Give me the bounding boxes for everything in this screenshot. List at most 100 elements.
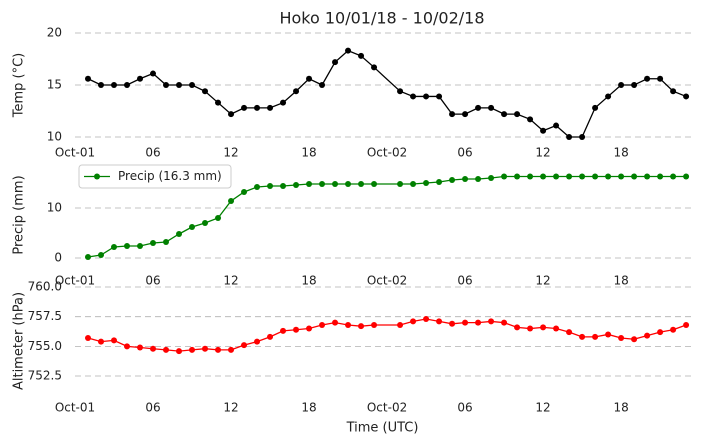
data-point: [319, 321, 326, 328]
data-point: [475, 319, 482, 326]
data-point: [514, 173, 521, 180]
data-point: [293, 182, 300, 188]
data-point: [98, 338, 105, 345]
data-point: [683, 93, 690, 100]
x-tick-label: Oct-02: [367, 146, 407, 160]
data-point: [254, 104, 261, 111]
data-point: [436, 318, 443, 325]
y-tick-label: 760.0: [28, 280, 62, 294]
data-point: [254, 338, 261, 345]
x-tick-label: 06: [145, 401, 160, 415]
data-point: [527, 173, 534, 180]
data-point: [475, 104, 482, 111]
data-point: [189, 224, 196, 230]
data-point: [358, 181, 365, 187]
data-point: [540, 324, 547, 331]
data-point: [98, 252, 105, 258]
data-point: [592, 333, 599, 340]
data-point: [644, 173, 651, 180]
data-point: [267, 183, 274, 189]
data-point: [150, 240, 157, 246]
x-tick-label: Oct-01: [55, 146, 95, 160]
data-point: [319, 82, 326, 88]
data-point: [137, 344, 144, 351]
data-point: [202, 220, 209, 226]
data-point: [579, 134, 586, 140]
x-tick-label: 06: [457, 274, 472, 288]
data-point: [410, 181, 417, 187]
data-point: [488, 104, 495, 111]
data-point: [657, 329, 664, 336]
data-point: [540, 127, 547, 134]
legend-label: Precip (16.3 mm): [118, 169, 222, 183]
data-point: [124, 243, 131, 249]
data-point: [501, 173, 508, 180]
data-point: [462, 176, 469, 182]
data-point: [579, 173, 586, 180]
data-point: [670, 326, 677, 333]
data-point: [150, 345, 157, 352]
data-point: [124, 82, 131, 88]
data-point: [618, 82, 625, 88]
data-point: [410, 318, 417, 325]
y-tick-label: 10: [47, 130, 62, 144]
data-point: [267, 104, 274, 111]
y-tick-label: 15: [47, 78, 62, 92]
data-point: [176, 348, 183, 355]
data-point: [670, 173, 677, 180]
x-tick-label: 06: [457, 146, 472, 160]
data-line: [87, 318, 687, 352]
data-point: [228, 111, 235, 118]
data-point: [449, 320, 456, 327]
data-point: [501, 319, 508, 326]
y-axis-label: Altimeter (hPa): [12, 292, 27, 390]
data-point: [280, 327, 287, 334]
data-point: [553, 325, 560, 332]
data-point: [449, 111, 456, 118]
y-tick-label: 752.5: [28, 369, 62, 383]
y-tick-label: 0: [54, 251, 62, 265]
data-point: [163, 82, 170, 88]
data-point: [631, 173, 638, 180]
data-point: [163, 239, 170, 245]
data-point: [228, 198, 235, 204]
data-point: [670, 88, 677, 95]
data-point: [631, 336, 638, 343]
x-tick-label: 12: [535, 146, 550, 160]
data-point: [488, 318, 495, 325]
data-point: [332, 59, 339, 66]
data-point: [683, 321, 690, 328]
data-point: [241, 342, 248, 349]
data-point: [345, 47, 352, 54]
data-point: [150, 70, 157, 77]
data-point: [397, 321, 404, 328]
x-tick-label: 12: [535, 274, 550, 288]
y-tick-label: 755.0: [28, 339, 62, 353]
data-point: [436, 179, 443, 185]
data-point: [631, 82, 638, 88]
data-point: [137, 75, 144, 82]
data-point: [293, 88, 300, 95]
y-tick-label: 757.5: [28, 309, 62, 323]
data-point: [189, 82, 196, 88]
data-point: [98, 82, 105, 88]
data-point: [527, 325, 534, 332]
data-point: [345, 321, 352, 328]
data-point: [644, 75, 651, 82]
data-point: [280, 183, 287, 189]
data-point: [423, 316, 430, 323]
data-point: [514, 324, 521, 331]
data-point: [215, 99, 222, 106]
data-point: [462, 111, 469, 118]
legend-box: [78, 164, 232, 189]
data-point: [176, 82, 183, 88]
data-point: [85, 75, 92, 82]
chart-title: Hoko 10/01/18 - 10/02/18: [279, 9, 484, 28]
data-point: [306, 325, 313, 332]
data-line: [87, 49, 687, 138]
x-tick-label: 06: [145, 274, 160, 288]
data-point: [553, 173, 560, 180]
x-tick-label: 12: [223, 401, 238, 415]
data-point: [319, 181, 326, 187]
data-point: [436, 93, 443, 100]
